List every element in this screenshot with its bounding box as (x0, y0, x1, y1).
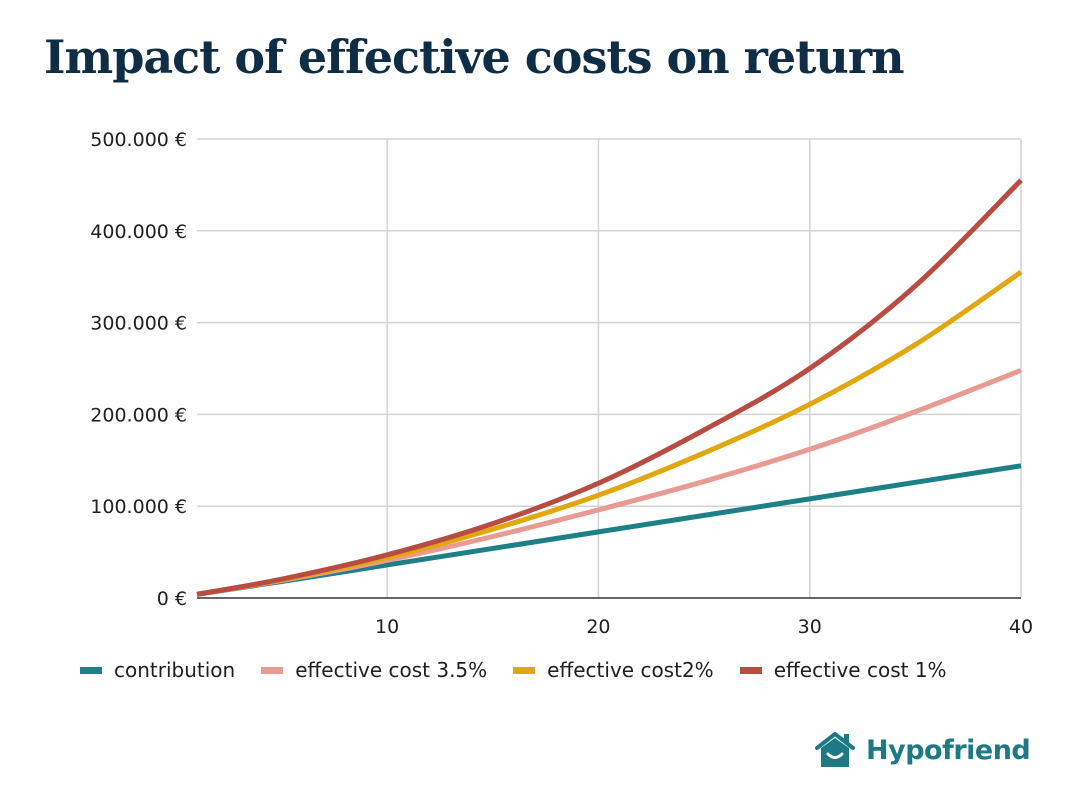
y-tick-label: 400.000 € (90, 221, 187, 243)
house-logo-icon (815, 732, 855, 767)
x-tick-label: 30 (798, 616, 822, 638)
chart-legend: contribution effective cost 3.5% effective… (80, 658, 973, 682)
brand-logo: Hypofriend (814, 730, 1031, 770)
y-tick-label: 100.000 € (90, 496, 187, 518)
y-tick-label: 0 € (157, 588, 187, 610)
legend-label: effective cost2% (547, 658, 714, 682)
legend-label: effective cost 3.5% (295, 658, 488, 682)
legend-item: contribution (80, 658, 235, 682)
legend-item: effective cost2% (513, 658, 714, 682)
y-tick-label: 500.000 € (90, 129, 187, 151)
series-line-4 (196, 178, 1023, 597)
line-chart: 0 € 100.000 € 200.000 € 300.000 € 400.000 € 5… (90, 129, 1033, 638)
x-tick-label: 10 (375, 616, 399, 638)
legend-item: effective cost 3.5% (261, 658, 487, 682)
chart-title: Impact of effective costs on return (44, 30, 905, 84)
y-tick-label: 300.000 € (90, 313, 187, 335)
legend-swatch (80, 666, 102, 674)
x-tick-label: 40 (1009, 616, 1033, 638)
x-tick-label: 20 (586, 616, 610, 638)
brand-name: Hypofriend (866, 734, 1031, 766)
legend-swatch (261, 666, 284, 674)
legend-swatch (739, 666, 762, 674)
legend-label: effective cost 1% (773, 658, 947, 682)
legend-swatch (513, 666, 536, 674)
legend-item: effective cost 1% (739, 658, 947, 682)
y-tick-label: 200.000 € (90, 404, 187, 426)
series-line-2 (196, 368, 1022, 597)
series-line-3 (196, 270, 1023, 597)
legend-label: contribution (114, 658, 236, 682)
